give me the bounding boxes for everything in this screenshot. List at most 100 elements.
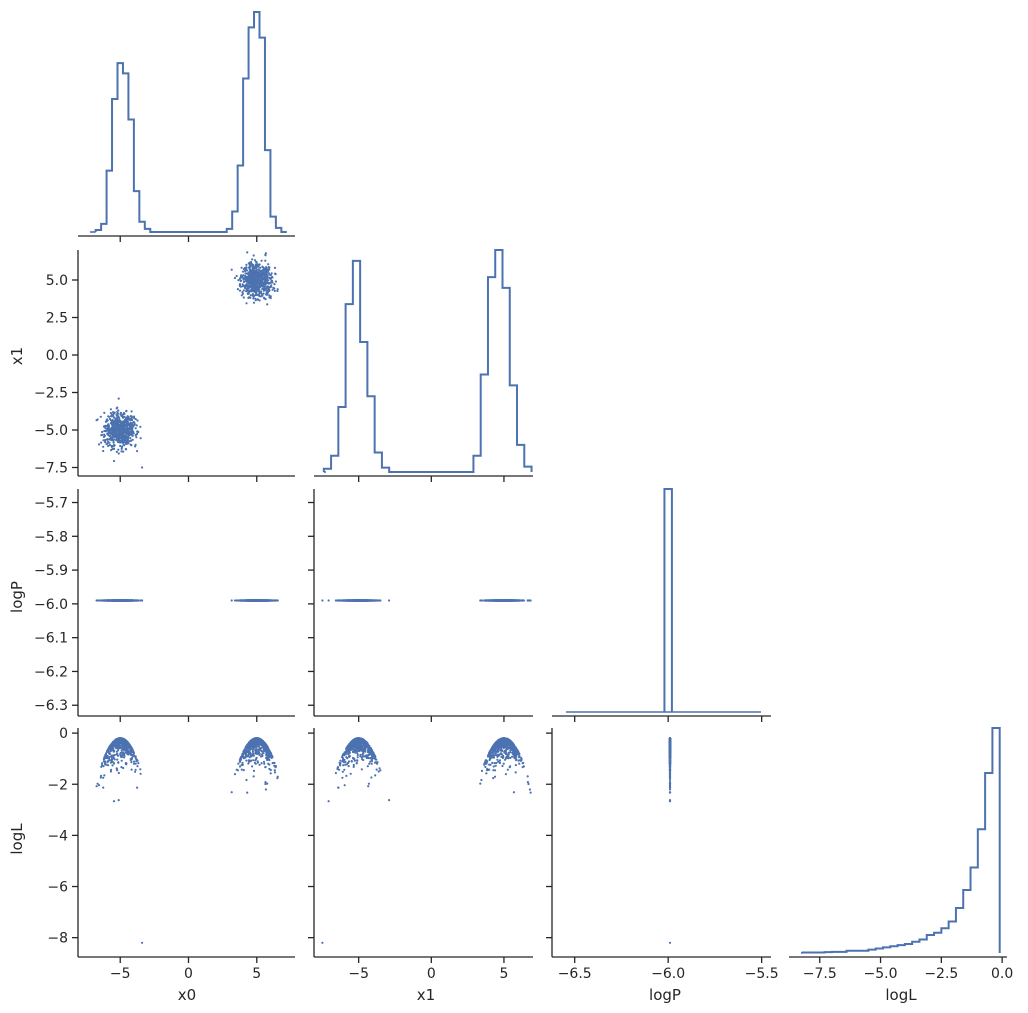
y-tick-label: 0.0 <box>46 348 68 364</box>
scatter-point <box>135 436 138 439</box>
scatter-point <box>260 599 263 602</box>
scatter-point <box>514 599 517 602</box>
scatter-point <box>120 759 123 762</box>
scatter-point <box>112 441 115 444</box>
scatter-point <box>128 418 131 421</box>
y-tick-label: −6.2 <box>34 664 68 680</box>
scatter-point <box>276 288 279 291</box>
scatter-point <box>113 599 116 602</box>
scatter-point <box>102 449 105 453</box>
scatter-point <box>238 283 242 286</box>
scatter-point <box>245 280 248 283</box>
scatter-point <box>123 434 126 437</box>
scatter-point <box>100 441 103 444</box>
scatter-point <box>116 412 120 415</box>
scatter-point <box>261 287 264 290</box>
scatter-point <box>253 273 257 276</box>
scatter-point <box>230 791 233 794</box>
scatter-point <box>123 415 126 418</box>
scatter-point <box>127 423 130 426</box>
hist-step-logP <box>663 488 673 712</box>
scatter-point <box>122 443 125 446</box>
scatter-point <box>265 270 268 273</box>
scatter-point <box>240 274 243 277</box>
scatter-point <box>111 437 114 440</box>
y-tick-label: −4 <box>47 828 68 844</box>
scatter-point <box>117 416 120 419</box>
scatter-point <box>516 599 519 602</box>
scatter-point <box>108 428 112 431</box>
scatter-point <box>254 299 257 302</box>
scatter-point <box>121 422 124 425</box>
scatter-point <box>111 764 114 767</box>
scatter-point <box>129 437 132 440</box>
scatter-point <box>247 276 250 279</box>
scatter-point <box>268 294 271 297</box>
scatter-point <box>115 407 118 410</box>
scatter-point <box>134 768 137 771</box>
scatter-point <box>267 263 270 266</box>
scatter-point <box>134 427 137 430</box>
scatter-point <box>109 408 112 411</box>
x-tick-label: −5 <box>110 966 131 982</box>
scatter-point <box>134 434 137 437</box>
scatter-point <box>504 599 507 602</box>
corner-panels: −7.5 −5.0 −2.5 0.05.02.50.0−2.5−5.0−7.5−5.7… <box>34 11 1013 982</box>
scatter-point <box>103 411 106 414</box>
scatter-point <box>256 285 259 288</box>
scatter-point <box>112 413 115 416</box>
y-tick-label: −2 <box>47 777 68 793</box>
scatter-point <box>136 786 139 789</box>
y-tick-label: 5.0 <box>46 273 68 289</box>
scatter-point <box>107 444 110 448</box>
scatter-point <box>259 283 262 286</box>
scatter-point <box>116 410 119 413</box>
scatter-point <box>125 410 128 413</box>
scatter-point <box>245 750 249 753</box>
scatter-point <box>117 448 120 451</box>
scatter-point <box>108 441 111 444</box>
scatter-point <box>252 254 255 257</box>
scatter-point <box>123 441 126 444</box>
scatter-point <box>245 759 248 762</box>
scatter-point <box>249 261 252 264</box>
scatter-point <box>257 290 261 293</box>
hist-panel-x1 <box>314 249 533 482</box>
scatter-point <box>117 397 120 400</box>
scatter-point <box>507 599 510 602</box>
scatter-point <box>252 290 255 293</box>
scatter-point <box>258 278 261 281</box>
scatter-point <box>122 411 126 415</box>
scatter-point <box>265 285 268 288</box>
scatter-point <box>242 278 245 281</box>
scatter-point <box>130 761 133 764</box>
scatter-point <box>256 293 259 297</box>
y-tick-label: −5.8 <box>34 529 68 545</box>
scatter-point <box>261 294 264 297</box>
scatter-point <box>267 269 270 272</box>
scatter-point <box>249 271 252 274</box>
scatter-point <box>111 423 114 426</box>
scatter-point <box>136 419 139 422</box>
scatter-point <box>230 599 233 602</box>
scatter-point <box>120 450 123 453</box>
scatter-point <box>258 299 261 302</box>
scatter-point <box>132 421 136 424</box>
scatter-point <box>267 286 270 289</box>
scatter-point <box>241 291 244 294</box>
scatter-point <box>270 272 273 275</box>
scatter-point <box>125 599 128 602</box>
hist-panel-x0 <box>78 11 295 242</box>
hist-step-x0 <box>94 11 287 233</box>
scatter-point <box>123 429 126 432</box>
scatter-point <box>266 303 269 306</box>
scatter-point <box>106 442 109 445</box>
scatter-point <box>253 266 256 270</box>
scatter-point <box>109 430 112 433</box>
scatter-x1-logP <box>308 489 533 722</box>
scatter-point <box>115 425 118 428</box>
y-tick-label: 0 <box>59 726 68 742</box>
scatter-point <box>249 294 252 297</box>
scatter-point <box>345 599 348 602</box>
scatter-point <box>114 421 117 424</box>
